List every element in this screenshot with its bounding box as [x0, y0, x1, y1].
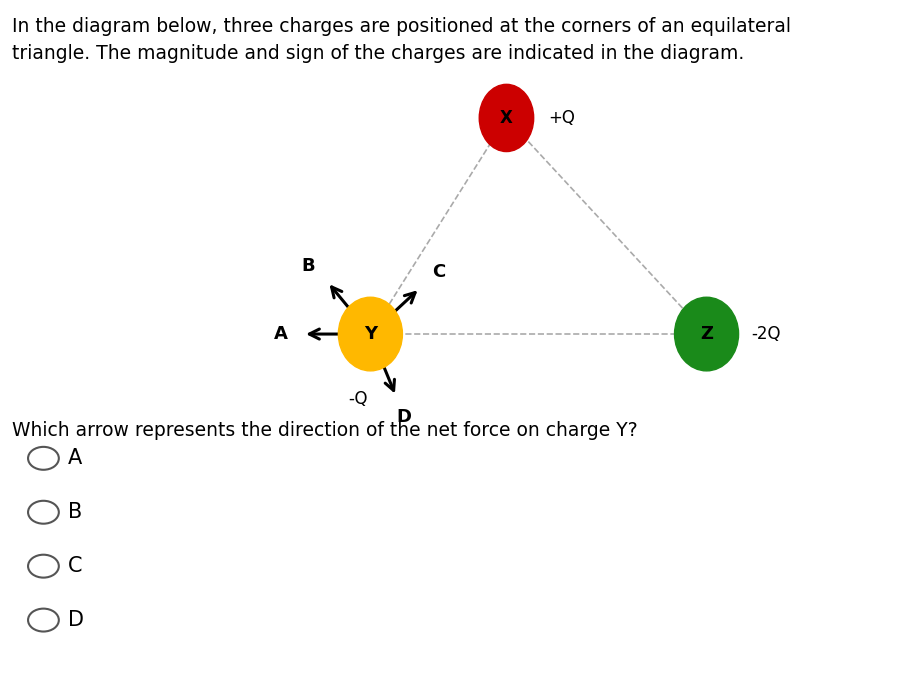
Ellipse shape [480, 84, 534, 152]
Text: -Q: -Q [348, 390, 367, 408]
Text: C: C [433, 264, 445, 281]
Text: D: D [396, 408, 412, 426]
Text: Which arrow represents the direction of the net force on charge Y?: Which arrow represents the direction of … [12, 421, 637, 440]
Text: Y: Y [364, 325, 377, 343]
Ellipse shape [338, 297, 403, 371]
Ellipse shape [674, 297, 738, 371]
Text: A: A [68, 448, 82, 468]
Text: Z: Z [700, 325, 713, 343]
Text: B: B [301, 257, 315, 275]
Text: triangle. The magnitude and sign of the charges are indicated in the diagram.: triangle. The magnitude and sign of the … [12, 44, 744, 63]
Text: X: X [500, 109, 513, 127]
Text: In the diagram below, three charges are positioned at the corners of an equilate: In the diagram below, three charges are … [12, 17, 791, 36]
Text: -2Q: -2Q [751, 325, 781, 343]
Text: A: A [274, 325, 288, 343]
Text: +Q: +Q [548, 109, 575, 127]
Text: C: C [68, 556, 82, 576]
Text: B: B [68, 502, 82, 522]
Text: D: D [68, 610, 84, 630]
